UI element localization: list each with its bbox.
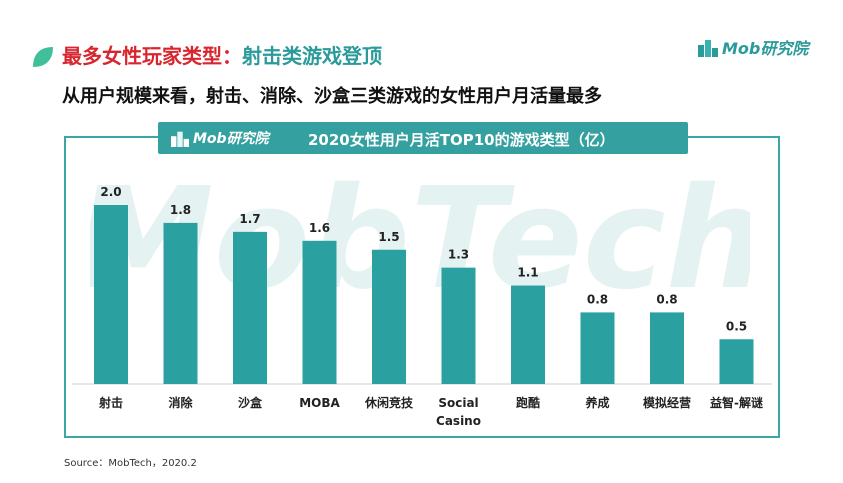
x-tick-label: 模拟经营 (643, 395, 691, 410)
data-label: 1.5 (378, 230, 399, 244)
data-label: 0.8 (656, 292, 677, 306)
bar (580, 312, 615, 384)
x-tick-label: 射击 (98, 395, 123, 410)
bar (372, 249, 406, 384)
bar (719, 339, 754, 384)
data-label: 1.1 (517, 266, 538, 280)
bar (302, 240, 337, 384)
building-icon (698, 40, 718, 57)
data-label: 0.8 (587, 292, 608, 306)
bar (94, 205, 128, 384)
chart-header: Mob研究院 2020女性用户月活TOP10的游戏类型（亿） (158, 122, 688, 154)
x-tick-label: 消除 (168, 395, 193, 410)
page-title: 最多女性玩家类型：射击类游戏登顶 (62, 40, 382, 69)
page-title-accent: 射击类游戏登顶 (242, 44, 382, 68)
data-label: 1.6 (309, 221, 330, 235)
bar (163, 222, 198, 384)
x-tick-label: Casino (436, 414, 481, 428)
bar (650, 312, 684, 384)
data-label: 2.0 (100, 185, 121, 199)
data-label: 0.5 (726, 319, 747, 333)
x-tick-label: 休闲竞技 (364, 395, 414, 410)
x-tick-label: 养成 (584, 395, 609, 410)
page-title-main: 最多女性玩家类型： (62, 44, 242, 68)
data-label: 1.7 (239, 212, 260, 226)
x-tick-label: 沙盒 (238, 395, 263, 410)
chart-header-logo: Mob研究院 (170, 128, 269, 148)
brand-name: Mob研究院 (722, 39, 809, 58)
leaf-icon (33, 47, 53, 67)
bar (441, 267, 476, 384)
bar (511, 285, 545, 384)
chart-header-brand: Mob研究院 (193, 131, 269, 147)
brand-logo: Mob研究院 (697, 36, 817, 58)
source-note: Source：MobTech，2020.2 (64, 458, 197, 469)
x-tick-label: MOBA (299, 396, 340, 410)
mobtech-watermark: MobTech (90, 162, 750, 312)
watermark-text: MobTech (90, 162, 750, 312)
chart-title: 2020女性用户月活TOP10的游戏类型（亿） (308, 131, 615, 149)
bar (233, 231, 267, 384)
x-tick-label: 益智-解谜 (710, 395, 764, 410)
data-label: 1.8 (170, 203, 191, 217)
page-subtitle: 从用户规模来看，射击、消除、沙盒三类游戏的女性用户月活量最多 (62, 86, 602, 107)
data-label: 1.3 (448, 248, 469, 262)
x-tick-label: 跑酷 (516, 395, 540, 410)
building-icon (171, 131, 189, 147)
x-tick-label: Social (438, 396, 478, 410)
